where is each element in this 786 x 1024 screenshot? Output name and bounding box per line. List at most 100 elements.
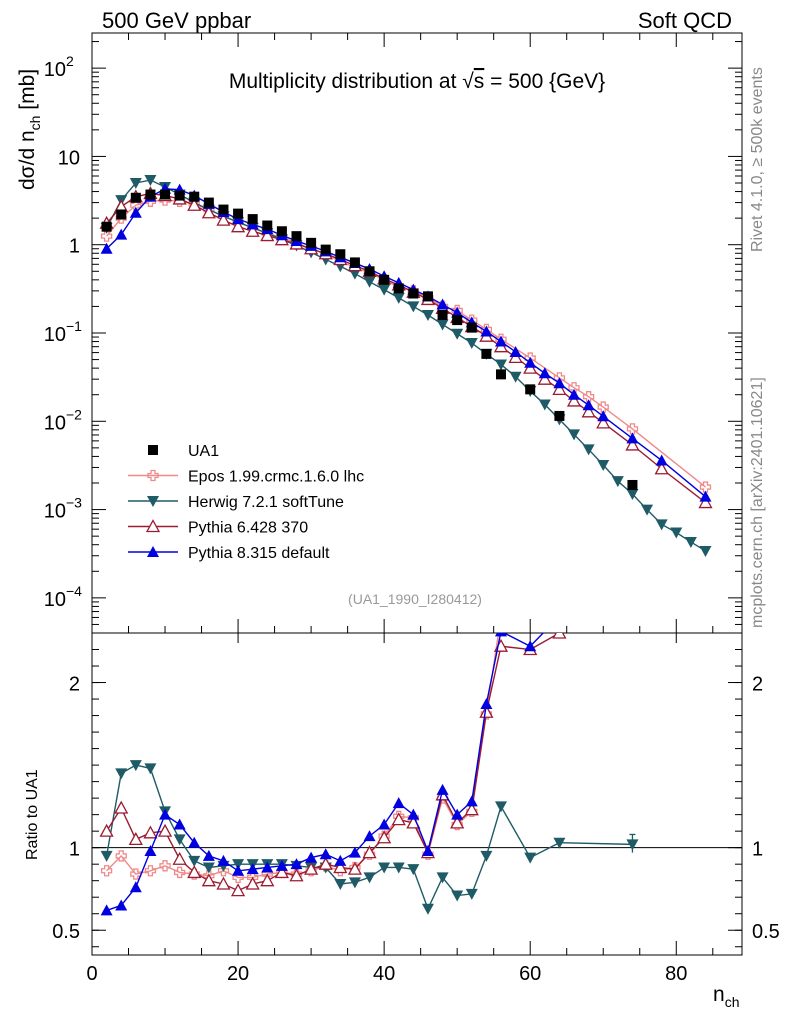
series-point-2 <box>698 495 713 509</box>
series-point-3 <box>436 298 449 310</box>
ratio-point-3 <box>129 881 142 893</box>
series-point-1 <box>684 536 697 548</box>
analysis-tag: (UA1_1990_I280412) <box>348 591 482 607</box>
ratio-point-2 <box>172 851 187 865</box>
data-point <box>116 209 127 220</box>
data-point <box>452 315 463 326</box>
ratio-point-2 <box>289 868 304 882</box>
series-point-3 <box>553 377 566 389</box>
y-tick-label-ratio-right: 0.5 <box>752 921 780 943</box>
series-point-0 <box>597 401 609 413</box>
ratio-point-3 <box>480 698 493 710</box>
ratio-panel-frame <box>91 632 743 956</box>
data-point <box>203 197 214 208</box>
data-point <box>247 214 258 225</box>
legend-marker <box>145 519 161 533</box>
ratio-point-2 <box>99 823 114 837</box>
ratio-point-3 <box>159 808 172 820</box>
series-point-3 <box>655 454 668 466</box>
ratio-point-0 <box>144 865 157 877</box>
ratio-point-3 <box>115 899 128 911</box>
x-tick-label: 80 <box>665 963 687 985</box>
data-point <box>525 384 536 395</box>
ratio-point-1 <box>334 878 347 890</box>
series-point-1 <box>626 489 639 501</box>
series-point-1 <box>407 301 420 313</box>
series-point-2 <box>581 404 596 418</box>
ratio-point-1 <box>100 850 113 862</box>
main-plot-area <box>99 175 713 557</box>
series-point-2 <box>260 228 275 242</box>
series-point-3 <box>100 242 113 254</box>
ratio-plot-area <box>92 633 742 916</box>
side-label-mcplots: mcplots.cern.ch [arXiv:2401.10621] <box>749 377 766 628</box>
legend-label: Pythia 8.315 default <box>188 545 330 562</box>
ratio-point-1 <box>129 760 142 772</box>
series-point-3 <box>524 356 537 368</box>
ratio-point-1 <box>115 768 128 780</box>
ratio-point-2 <box>318 856 333 870</box>
series-point-3 <box>509 345 522 357</box>
ratio-point-3 <box>275 859 288 871</box>
series-point-2 <box>552 381 567 396</box>
series-point-3 <box>568 388 581 400</box>
series-point-1 <box>348 268 361 280</box>
legend-marker <box>147 546 159 557</box>
ratio-point-2 <box>362 845 377 859</box>
ratio-point-1 <box>494 801 507 813</box>
ratio-point-2 <box>114 800 129 814</box>
ratio-point-1 <box>451 890 464 902</box>
series-point-3 <box>115 228 128 240</box>
ratio-point-3 <box>421 844 434 856</box>
data-point <box>349 257 360 268</box>
data-point <box>393 283 404 294</box>
data-point <box>364 266 375 277</box>
series-point-2 <box>537 371 552 385</box>
data-point <box>189 191 200 202</box>
ratio-point-0 <box>217 865 230 877</box>
data-point <box>174 190 185 201</box>
series-point-2 <box>216 212 231 226</box>
ratio-point-0 <box>130 868 142 880</box>
y-tick-label-main: 10−1 <box>44 318 82 346</box>
ratio-point-1 <box>378 862 391 874</box>
data-point <box>291 231 302 242</box>
ratio-point-1 <box>348 877 361 889</box>
ratio-point-2 <box>347 861 363 875</box>
ratio-point-1 <box>232 859 245 871</box>
ratio-point-1 <box>363 872 376 884</box>
legend-marker <box>148 445 158 455</box>
series-point-2 <box>187 197 202 211</box>
series-point-3 <box>494 335 507 347</box>
series-point-1 <box>144 175 157 187</box>
data-point <box>437 309 448 320</box>
data-point <box>554 410 565 421</box>
ratio-point-3 <box>261 861 274 873</box>
series-point-1 <box>538 399 551 411</box>
ratio-point-3 <box>173 818 186 830</box>
ratio-point-1 <box>407 864 420 876</box>
y-tick-label-ratio-right: 1 <box>752 839 763 861</box>
series-point-1 <box>436 319 449 331</box>
ratio-point-2 <box>464 802 479 816</box>
series-point-2 <box>596 415 611 429</box>
series-point-1 <box>451 328 464 340</box>
series-point-1 <box>465 338 478 350</box>
data-point <box>160 189 171 200</box>
y-tick-label-main: 10−4 <box>44 583 82 611</box>
ratio-point-1 <box>202 862 215 874</box>
ratio-point-1 <box>421 903 434 915</box>
data-point <box>379 274 390 285</box>
series-point-2 <box>654 461 669 475</box>
series-point-3 <box>129 206 142 218</box>
ratio-point-2 <box>377 830 392 844</box>
data-point <box>101 221 112 232</box>
series-point-1 <box>129 178 142 189</box>
y-axis-title-ratio: Ratio to UA1 <box>24 769 41 860</box>
ratio-point-3 <box>524 640 537 652</box>
legend-marker <box>147 496 159 507</box>
series-point-1 <box>699 545 712 557</box>
ratio-point-0 <box>159 860 171 872</box>
y-tick-label-main: 102 <box>44 53 74 81</box>
legend-label: Herwig 7.2.1 softTune <box>188 494 344 511</box>
